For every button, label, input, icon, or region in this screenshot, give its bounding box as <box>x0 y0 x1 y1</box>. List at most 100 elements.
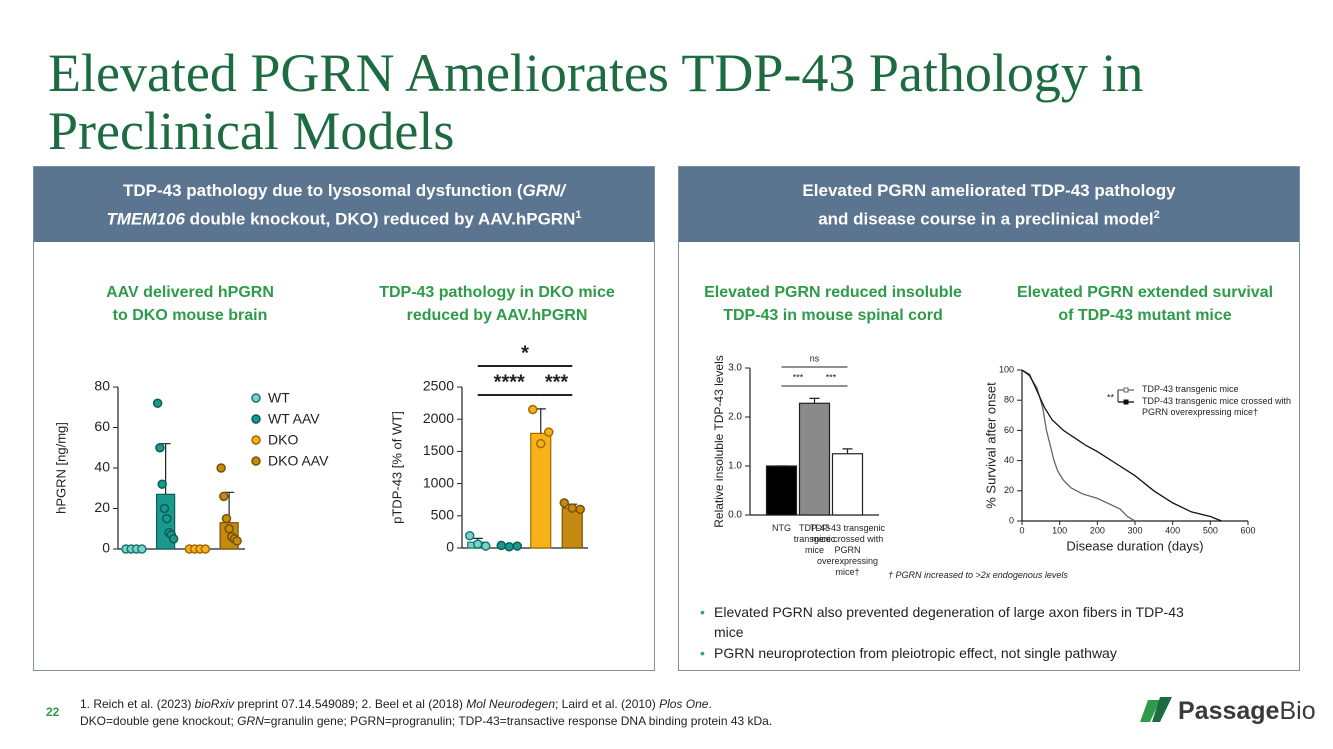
chart-title: to DKO mouse brain <box>112 307 268 324</box>
legend-label: DKO <box>268 432 298 448</box>
data-point <box>575 504 585 515</box>
legend-label: TDP-43 transgenic mice crossed with PGRN… <box>1142 396 1292 417</box>
text-run: . <box>708 697 712 711</box>
text-line: DKO=double gene knockout; GRN=granulin g… <box>80 713 772 730</box>
logo: PassageBio <box>1178 697 1316 726</box>
data-point <box>168 534 179 544</box>
y-tick-label: 40 <box>1004 455 1014 465</box>
logo-text: Bio <box>1279 697 1316 725</box>
legend-marker <box>1123 387 1129 393</box>
panel-header: TDP-43 pathology due to lysosomal dysfun… <box>34 167 654 242</box>
sig-label: **** <box>494 371 525 393</box>
x-tick-label: TDP-43 transgenic mice <box>793 523 836 555</box>
data-point <box>544 427 554 437</box>
data-point <box>200 544 211 554</box>
text-line: 1. Reich et al. (2023) bioRxiv preprint … <box>80 696 772 713</box>
data-point <box>465 531 475 541</box>
y-tick-label: 0 <box>102 540 110 556</box>
text-run: Elevated PGRN ameliorated TDP-43 patholo… <box>802 180 1176 200</box>
data-point <box>137 544 147 554</box>
sig-label: ** <box>1107 392 1115 402</box>
data-point <box>219 491 229 502</box>
text-run: TMEM106 <box>106 209 185 229</box>
bullet: Elevated PGRN also prevented degeneratio… <box>700 602 1194 642</box>
y-tick-label: 1000 <box>423 474 454 490</box>
x-tick-label: 600 <box>1240 525 1255 535</box>
bar <box>765 465 798 516</box>
data-point <box>481 541 491 551</box>
text-line: TMEM106 double knockout, DKO) reduced by… <box>34 203 654 232</box>
data-point <box>559 498 569 508</box>
y-tick-label: 20 <box>94 499 110 515</box>
chart-title: TDP-43 pathology in DKO mice <box>379 284 615 301</box>
data-point <box>152 398 163 408</box>
y-tick-label: 80 <box>94 378 110 394</box>
logo-text: Passage <box>1178 697 1280 725</box>
error-bar <box>809 397 820 404</box>
bar <box>798 402 831 516</box>
text-run: bioRxiv <box>194 697 235 711</box>
y-tick-label: 0 <box>1009 515 1014 525</box>
data-point <box>159 503 170 514</box>
panel: TDP-43 pathology due to lysosomal dysfun… <box>33 166 655 671</box>
chart-title: TDP-43 in mouse spinal cord <box>723 307 943 324</box>
legend-marker <box>251 414 261 424</box>
slide-title: Elevated PGRN Ameliorates TDP-43 Patholo… <box>48 43 1144 161</box>
text-run: and disease course in a preclinical mode… <box>818 209 1154 229</box>
data-point <box>528 404 538 415</box>
x-tick-label: 200 <box>1090 525 1105 535</box>
y-tick-label: 20 <box>1004 485 1014 495</box>
y-axis-label: pTDP-43 [% of WT] <box>389 411 404 524</box>
data-point <box>232 536 242 546</box>
y-tick-label: 100 <box>999 364 1014 374</box>
panel: Elevated PGRN ameliorated TDP-43 patholo… <box>678 166 1300 671</box>
y-axis-label: hPGRN [ng/mg] <box>53 422 68 514</box>
x-tick-label: 500 <box>1203 525 1218 535</box>
text-run: ; Laird et al. (2010) <box>555 697 660 711</box>
chart-title: of TDP-43 mutant mice <box>1058 307 1232 324</box>
chart-title: Elevated PGRN reduced insoluble <box>704 284 962 301</box>
y-tick-label: 0.0 <box>728 510 742 521</box>
chart-title: AAV delivered hPGRN <box>106 284 274 301</box>
error-bar <box>842 448 853 454</box>
sig-label: *** <box>793 372 804 382</box>
data-point <box>512 541 522 551</box>
data-point <box>224 524 234 534</box>
y-tick-label: 0 <box>446 539 454 555</box>
legend-label: WT <box>268 390 290 406</box>
text-run: 1 <box>575 208 582 221</box>
x-axis-label: Disease duration (days) <box>1066 538 1203 553</box>
y-axis-label: % Survival after onset <box>983 382 998 509</box>
text-run: =granulin gene; PGRN=progranulin; TDP-43… <box>263 714 773 728</box>
text-run: GRN/ <box>522 180 566 200</box>
text-run: double knockout, DKO) reduced by AAV.hPG… <box>184 209 576 229</box>
sig-label: ns <box>810 353 820 363</box>
legend-marker <box>251 435 261 445</box>
text-run: 2 <box>1153 208 1160 221</box>
text-run: Mol Neurodegen <box>466 697 555 711</box>
text-line: TDP-43 pathology due to lysosomal dysfun… <box>34 178 654 203</box>
legend-label: WT AAV <box>268 411 320 427</box>
sig-label: *** <box>826 372 837 382</box>
footnote: † PGRN increased to >2x endogenous level… <box>888 570 1068 580</box>
x-tick-label: 100 <box>1052 525 1067 535</box>
text-line: and disease course in a preclinical mode… <box>679 203 1299 232</box>
y-tick-label: 1.0 <box>728 461 742 472</box>
text-run: Plos One <box>659 697 709 711</box>
y-tick-label: 80 <box>1004 395 1014 405</box>
data-point <box>221 513 232 524</box>
text-run: 1. Reich et al. (2023) <box>80 697 195 711</box>
data-point <box>216 463 226 473</box>
y-tick-label: 60 <box>94 418 110 434</box>
y-axis-label: Relative insoluble TDP-43 levels <box>712 355 726 528</box>
text-run: preprint 07.14.549089; 2. Beel et al (20… <box>234 697 467 711</box>
legend-label: DKO AAV <box>268 453 329 469</box>
x-tick-label: TDP-43 transgenic mice crossed with PGRN… <box>809 523 886 577</box>
y-tick-label: 2.0 <box>728 412 742 423</box>
logo-mark <box>1140 700 1160 722</box>
y-tick-label: 2000 <box>423 410 454 426</box>
text-run: TDP-43 pathology due to lysosomal dysfun… <box>122 180 523 200</box>
footnotes: 1. Reich et al. (2023) bioRxiv preprint … <box>80 696 772 730</box>
